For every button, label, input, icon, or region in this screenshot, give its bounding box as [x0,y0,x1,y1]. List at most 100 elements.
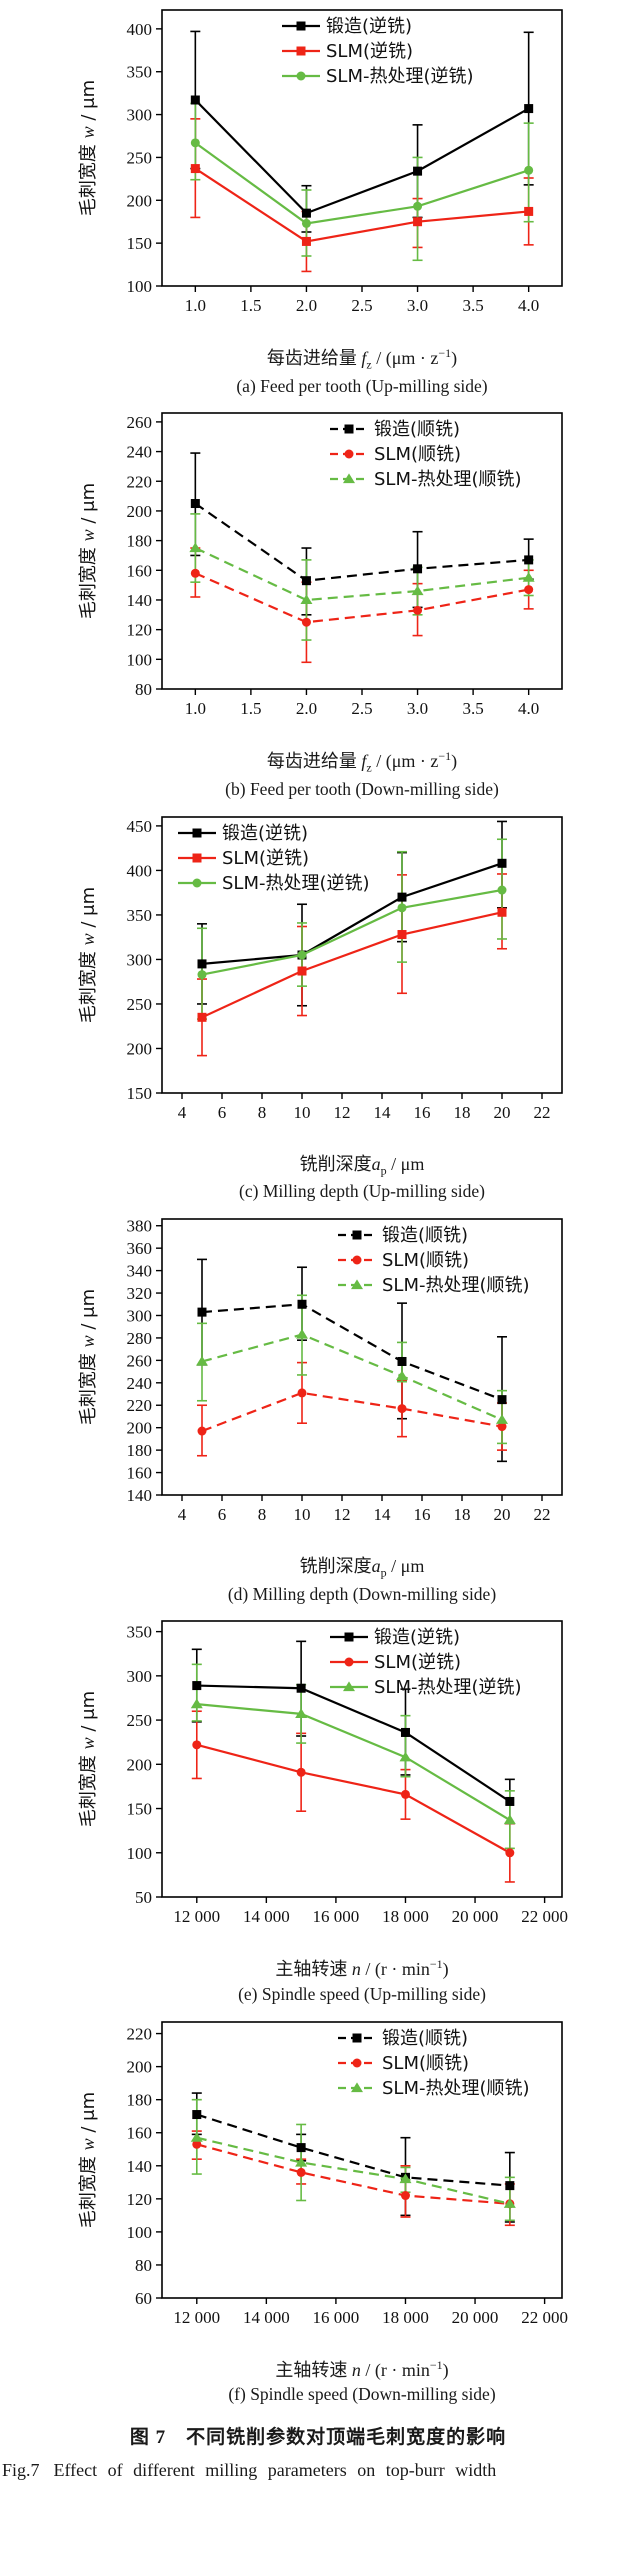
chart-b-plot: 1.0 1.5 2.0 2.5 3.0 3.5 4.0 80 100 120 140 160 180 20… [78,412,563,718]
svg-text:240: 240 [127,1374,153,1393]
chart-f-labels: 主轴转速 n / (r · min−1) (f) Spindle speed (D… [70,2358,570,2406]
svg-text:18 000: 18 000 [382,1907,429,1926]
figure-caption-en: Fig.7 Effect of different milling paramet… [2,2455,626,2486]
chart-e-labels: 主轴转速 n / (r · min−1) (e) Spindle speed (U… [70,1957,570,2005]
svg-text:14 000: 14 000 [243,2308,290,2327]
svg-text:150: 150 [127,1800,153,1819]
svg-text:14: 14 [374,1505,392,1524]
chart-c-legend-label: 锻造(逆铣) [222,823,308,844]
chart-d-plot: 4 6 8 10 12 14 16 18 20 22 140 160 180 200 220 240 260 28… [78,1217,563,1524]
svg-text:50: 50 [135,1888,152,1907]
svg-text:120: 120 [127,621,153,640]
svg-text:400: 400 [127,861,153,880]
svg-text:14: 14 [374,1103,392,1122]
figure-7: 1.0 1.5 2.0 2.5 3.0 3.5 4.0 100 150 200 250 300 350 4… [0,4,636,2486]
svg-text:10: 10 [294,1103,311,1122]
chart-f-ylabel: 毛刺宽度 w / μm [78,2092,99,2228]
chart-a-plot: 1.0 1.5 2.0 2.5 3.0 3.5 4.0 100 150 200 250 300 350 4… [78,9,563,315]
svg-text:2.0: 2.0 [296,699,317,718]
svg-text:20: 20 [494,1505,511,1524]
svg-text:220: 220 [127,473,153,492]
chart-d-legend-label: SLM-热处理(顺铣) [382,1275,530,1296]
figure-caption-en-text: Effect of different milling parameters o… [53,2459,497,2480]
svg-text:4.0: 4.0 [518,699,539,718]
chart-d-legend-label: SLM(顺铣) [382,1250,469,1271]
chart-b-legend-label: SLM-热处理(顺铣) [374,469,522,490]
svg-text:360: 360 [127,1239,153,1258]
svg-text:140: 140 [127,2156,153,2175]
chart-c-plot: 4 6 8 10 12 14 16 18 20 22 150 200 250 300 350 400 450 毛刺… [78,815,563,1122]
svg-text:22: 22 [534,1103,551,1122]
charts-container: 1.0 1.5 2.0 2.5 3.0 3.5 4.0 100 150 200 250 300 350 4… [0,4,636,2406]
svg-text:1.0: 1.0 [185,296,206,315]
chart-a-legend-label: SLM(逆铣) [326,41,413,62]
svg-text:18: 18 [454,1103,471,1122]
svg-text:150: 150 [127,1084,153,1103]
chart-d-xlabel: 铣削深度ap / μm [299,1556,425,1580]
svg-text:18 000: 18 000 [382,2308,429,2327]
svg-text:180: 180 [127,532,153,551]
svg-text:80: 80 [135,680,152,699]
svg-text:280: 280 [127,1329,153,1348]
svg-text:20 000: 20 000 [452,2308,499,2327]
svg-text:320: 320 [127,1284,153,1303]
svg-text:100: 100 [127,277,153,296]
svg-text:16 000: 16 000 [313,2308,360,2327]
chart-a-labels: 每齿进给量 fz / (μm · z−1) (a) Feed per tooth … [70,346,570,397]
chart-f-caption: (f) Spindle speed (Down-milling side) [228,2384,496,2405]
svg-text:80: 80 [135,2256,152,2275]
chart-c-caption: (c) Milling depth (Up-milling side) [239,1181,485,1202]
svg-text:12 000: 12 000 [173,1907,220,1926]
chart-e-legend-label: 锻造(逆铣) [374,1627,460,1648]
svg-text:100: 100 [127,2223,153,2242]
svg-text:100: 100 [127,1844,153,1863]
svg-text:22: 22 [534,1505,551,1524]
svg-text:4: 4 [178,1103,187,1122]
svg-text:2.0: 2.0 [296,296,317,315]
svg-text:350: 350 [127,1623,153,1642]
svg-text:150: 150 [127,234,153,253]
chart-a-legend-label: SLM-热处理(逆铣) [326,66,474,87]
svg-text:180: 180 [127,1441,153,1460]
chart-e-caption: (e) Spindle speed (Up-milling side) [238,1983,486,2004]
svg-text:22 000: 22 000 [521,1907,568,1926]
chart-b-ylabel: 毛刺宽度 w / μm [78,483,99,619]
chart-d-legend-label: 锻造(顺铣) [382,1225,468,1246]
chart-b-labels: 每齿进给量 fz / (μm · z−1) (b) Feed per tooth … [70,749,570,800]
svg-text:12: 12 [334,1505,351,1524]
chart-f-legend-label: SLM(顺铣) [382,2053,469,2074]
svg-text:300: 300 [127,1667,153,1686]
svg-text:380: 380 [127,1217,153,1236]
chart-f-xlabel: 主轴转速 n / (r · min−1) [275,2357,449,2380]
svg-text:22 000: 22 000 [521,2308,568,2327]
chart-e-legend-label: SLM-热处理(逆铣) [374,1677,522,1698]
svg-text:300: 300 [127,950,153,969]
svg-text:200: 200 [127,1756,153,1775]
chart-e-plot: 12 000 14 000 16 000 18 000 20 000 22 000 50 10… [78,1620,568,1926]
svg-text:60: 60 [135,2289,152,2308]
chart-c-ylabel: 毛刺宽度 w / μm [78,887,99,1023]
svg-text:3.0: 3.0 [407,699,428,718]
chart-f-legend-label: 锻造(顺铣) [382,2028,468,2049]
svg-text:200: 200 [127,191,153,210]
svg-text:250: 250 [127,995,153,1014]
svg-text:200: 200 [127,2057,153,2076]
svg-text:200: 200 [127,1419,153,1438]
chart-a-ylabel: 毛刺宽度 w / μm [78,80,99,216]
svg-text:340: 340 [127,1262,153,1281]
chart-b-legend-label: 锻造(顺铣) [374,419,460,440]
chart-e: 12 000 14 000 16 000 18 000 20 000 22 000 50 10… [0,1615,636,2005]
svg-text:3.0: 3.0 [407,296,428,315]
svg-text:3.5: 3.5 [462,699,483,718]
svg-text:20 000: 20 000 [452,1907,499,1926]
chart-a-xlabel: 每齿进给量 fz / (μm · z−1) [266,346,458,372]
svg-text:350: 350 [127,63,153,82]
chart-c: 4 6 8 10 12 14 16 18 20 22 150 200 250 300 350 400 450 毛刺… [0,811,636,1203]
figure-caption-cn: 图 7 不同铣削参数对顶端毛刺宽度的影响 [129,2426,507,2448]
chart-b-legend-label: SLM(顺铣) [374,444,461,465]
svg-text:250: 250 [127,148,153,167]
svg-text:100: 100 [127,651,153,670]
chart-c-xlabel: 铣削深度ap / μm [299,1153,425,1178]
svg-text:1.0: 1.0 [185,699,206,718]
svg-text:2.5: 2.5 [351,699,372,718]
